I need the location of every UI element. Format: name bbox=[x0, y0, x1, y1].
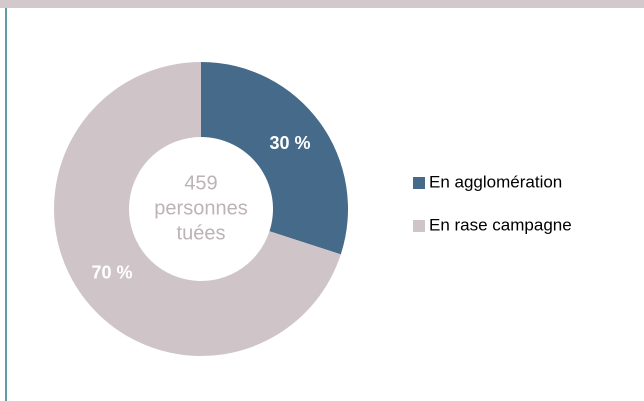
center-label: 459 bbox=[184, 172, 217, 194]
legend-marker bbox=[413, 177, 425, 189]
legend-label: En agglomération bbox=[429, 172, 562, 191]
legend-marker bbox=[413, 220, 425, 232]
data-label: 70 % bbox=[91, 262, 132, 282]
top-bar bbox=[0, 0, 644, 8]
legend-label: En rase campagne bbox=[429, 215, 572, 234]
center-label: tuées bbox=[177, 222, 226, 244]
left-border bbox=[5, 8, 7, 401]
data-label: 30 % bbox=[269, 133, 310, 153]
center-label: personnes bbox=[154, 197, 247, 219]
donut-segment bbox=[201, 62, 348, 255]
donut-segment bbox=[53, 62, 341, 356]
